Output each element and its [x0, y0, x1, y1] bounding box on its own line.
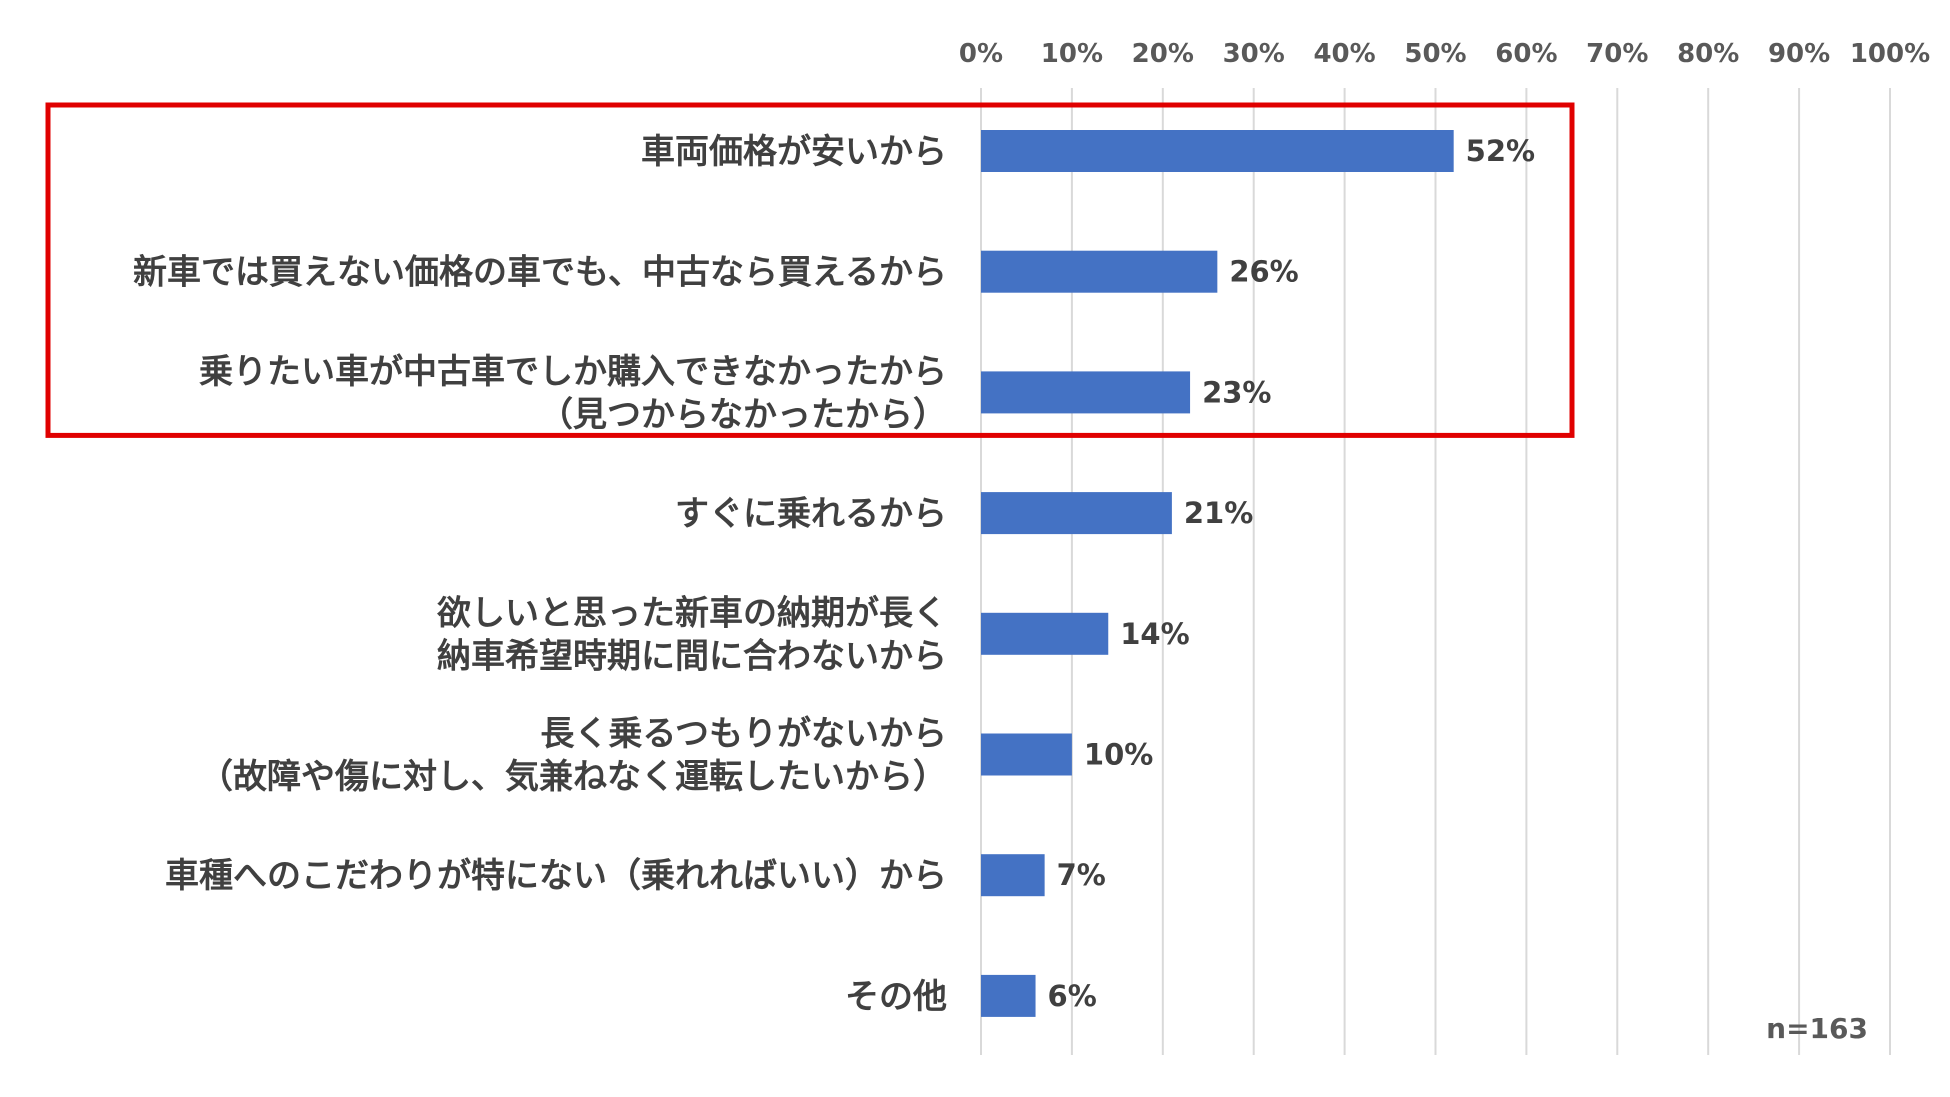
data-label-5: 10%: [1084, 738, 1153, 772]
x-tick-label-6: 60%: [1495, 39, 1557, 69]
bar-0: [981, 130, 1454, 172]
category-labels: 車両価格が安いから新車では買えない価格の車でも、中古なら買えるから乗りたい車が中…: [133, 132, 947, 1017]
x-tick-label-4: 40%: [1313, 39, 1375, 69]
bar-7: [981, 974, 1036, 1017]
x-tick-label-10: 100%: [1850, 39, 1930, 69]
x-tick-label-2: 20%: [1132, 39, 1194, 69]
x-tick-label-9: 90%: [1768, 39, 1830, 69]
sample-size-note: n=163: [1766, 1012, 1868, 1045]
bar-5: [981, 733, 1072, 776]
data-label-6: 7%: [1057, 858, 1106, 892]
category-label-0: 車両価格が安いから: [641, 132, 947, 172]
bar-1: [981, 250, 1218, 293]
data-label-0: 52%: [1466, 134, 1535, 168]
x-tick-label-1: 10%: [1041, 39, 1103, 69]
category-label-4-line-0: 欲しいと思った新車の納期が長く: [436, 593, 947, 633]
data-label-1: 26%: [1229, 255, 1298, 289]
category-label-4-line-1: 納車希望時期に間に合わないから: [437, 636, 947, 676]
category-label-2-line-0: 乗りたい車が中古車でしか購入できなかったから: [199, 352, 947, 392]
bar-6: [981, 854, 1045, 897]
x-tick-label-7: 70%: [1586, 39, 1648, 69]
category-label-5-line-0: 長く乗るつもりがないから: [540, 714, 947, 754]
grid-lines: [980, 88, 1891, 1055]
bar-2: [981, 371, 1191, 414]
data-label-4: 14%: [1120, 617, 1189, 651]
x-tick-label-0: 0%: [959, 39, 1003, 69]
x-tick-label-8: 80%: [1677, 39, 1739, 69]
category-label-7: その他: [845, 977, 947, 1017]
x-tick-label-5: 50%: [1404, 39, 1466, 69]
data-label-7: 6%: [1048, 979, 1097, 1013]
data-label-2: 23%: [1202, 375, 1271, 409]
category-label-1: 新車では買えない価格の車でも、中古なら買えるから: [133, 253, 947, 293]
category-label-5-line-1: （故障や傷に対し、気兼ねなく運転したいから）: [199, 757, 947, 797]
x-tick-label-3: 30%: [1223, 39, 1285, 69]
category-label-3: すぐに乗れるから: [675, 494, 947, 534]
highlight-box: [45, 102, 1575, 438]
data-label-3: 21%: [1184, 496, 1253, 530]
data-labels: 52% 26% 23% 21% 14% 10% 7% 6%: [1048, 134, 1536, 1013]
category-label-6: 車種へのこだわりが特にない（乗れればいい）から: [165, 856, 947, 896]
bar-3: [981, 492, 1172, 535]
x-axis-tick-labels: 0% 10% 20% 30% 40% 50% 60% 70% 80% 90% 100%: [959, 39, 1930, 69]
bar-4: [981, 612, 1109, 655]
category-label-2-line-1: （見つからなかったから）: [539, 395, 947, 435]
bars: [981, 130, 1454, 1017]
